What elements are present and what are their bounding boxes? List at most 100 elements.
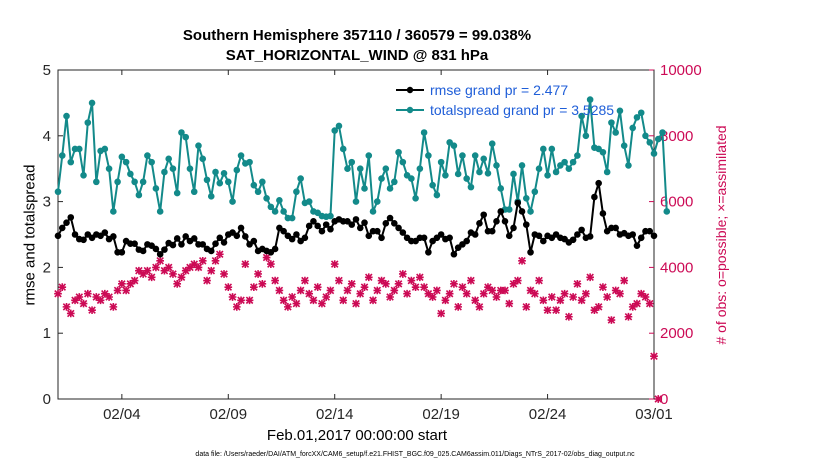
obs-marker-shape — [262, 253, 271, 262]
rmse-point — [71, 231, 79, 238]
rmse-point — [412, 237, 419, 245]
y-tick-label-right: 8000 — [660, 128, 693, 145]
totalspread-point — [416, 165, 424, 172]
obs-marker — [71, 296, 79, 305]
obs-marker — [190, 260, 199, 268]
obs-marker — [215, 250, 224, 259]
totalspread-point — [105, 165, 113, 172]
obs-marker — [599, 283, 607, 291]
obs-marker-shape — [194, 263, 203, 272]
rmse-point — [216, 234, 224, 242]
obs-marker — [543, 306, 552, 315]
obs-marker — [284, 303, 292, 311]
obs-marker-shape — [526, 286, 535, 295]
y-tick-label-left: 0 — [43, 391, 51, 408]
totalspread-point — [378, 175, 385, 182]
obs-marker — [152, 263, 160, 272]
obs-marker-shape — [505, 299, 514, 308]
obs-marker — [364, 273, 373, 282]
totalspread-point — [642, 132, 649, 140]
obs-marker — [556, 296, 565, 305]
obs-marker — [356, 289, 365, 298]
rmse-point — [463, 237, 470, 245]
rmse-point — [139, 247, 147, 255]
obs-marker — [224, 283, 233, 291]
obs-marker — [330, 260, 339, 268]
totalspread-point — [527, 208, 534, 215]
y-tick-label-left: 1 — [43, 325, 51, 342]
obs-marker — [245, 296, 254, 305]
obs-marker-shape — [228, 293, 237, 301]
totalspread-point — [173, 189, 181, 197]
y-axis-label-left: rmse and totalspread — [21, 164, 39, 306]
y-tick-label-right: 2000 — [660, 325, 693, 342]
totalspread-point — [131, 178, 138, 186]
rmse-point — [118, 248, 126, 256]
obs-marker-shape — [364, 273, 373, 282]
obs-marker — [54, 289, 62, 298]
obs-marker-shape — [416, 273, 424, 282]
rmse-point — [182, 233, 190, 240]
totalspread-point — [169, 165, 177, 172]
obs-marker — [420, 283, 428, 291]
rmse-point — [527, 248, 534, 256]
rmse-point — [314, 222, 321, 230]
totalspread-point — [625, 162, 632, 169]
obs-marker-shape — [92, 293, 101, 301]
obs-marker-shape — [267, 260, 275, 268]
totalspread-point — [629, 124, 637, 132]
obs-marker — [628, 303, 637, 311]
totalspread-point — [339, 145, 347, 153]
obs-marker — [186, 263, 194, 272]
obs-marker — [492, 293, 501, 301]
obs-marker-shape — [58, 283, 67, 291]
totalspread-point — [620, 142, 628, 149]
obs-marker-shape — [318, 299, 326, 308]
rmse-point — [173, 235, 181, 242]
obs-marker — [624, 312, 633, 321]
obs-marker-shape — [611, 286, 620, 295]
y-tick-label-left: 5 — [43, 62, 51, 79]
totalspread-point — [484, 170, 492, 177]
obs-marker — [309, 296, 318, 305]
totalspread-point — [233, 166, 241, 174]
rmse-point — [425, 248, 432, 256]
totalspread-point — [84, 119, 92, 126]
obs-marker — [530, 289, 539, 298]
totalspread-point — [293, 188, 300, 196]
x-tick-label: 02/04 — [103, 406, 141, 423]
obs-marker-shape — [105, 293, 113, 301]
rmse-point — [574, 231, 581, 238]
rmse-point — [459, 241, 466, 248]
totalspread-point — [331, 127, 339, 134]
totalspread-point — [510, 170, 517, 178]
totalspread-point — [654, 135, 662, 143]
totalspread-point — [297, 175, 304, 182]
obs-marker — [369, 296, 377, 305]
obs-marker — [560, 289, 569, 298]
obs-marker-shape — [458, 283, 467, 291]
obs-marker — [450, 280, 458, 288]
totalspread-point — [663, 208, 671, 215]
totalspread-point — [361, 185, 368, 192]
obs-marker — [582, 289, 590, 298]
totalspread-point — [505, 206, 513, 213]
totalspread-point — [454, 170, 462, 178]
rmse-point — [586, 233, 594, 240]
obs-marker — [75, 293, 84, 301]
rmse-point — [493, 218, 500, 225]
x-tick-label: 02/24 — [529, 406, 567, 423]
obs-marker-shape — [645, 299, 654, 308]
rmse-point — [365, 232, 373, 240]
obs-marker-shape — [398, 270, 407, 278]
rmse-point — [58, 224, 66, 232]
totalspread-point — [408, 175, 415, 182]
obs-marker-shape — [224, 283, 233, 291]
obs-marker — [603, 293, 612, 301]
obs-marker — [296, 286, 305, 295]
obs-marker-shape — [599, 283, 607, 291]
rmse-point — [288, 235, 296, 243]
obs-marker-shape — [71, 296, 79, 305]
obs-marker — [275, 286, 284, 295]
obs-marker — [433, 286, 441, 295]
